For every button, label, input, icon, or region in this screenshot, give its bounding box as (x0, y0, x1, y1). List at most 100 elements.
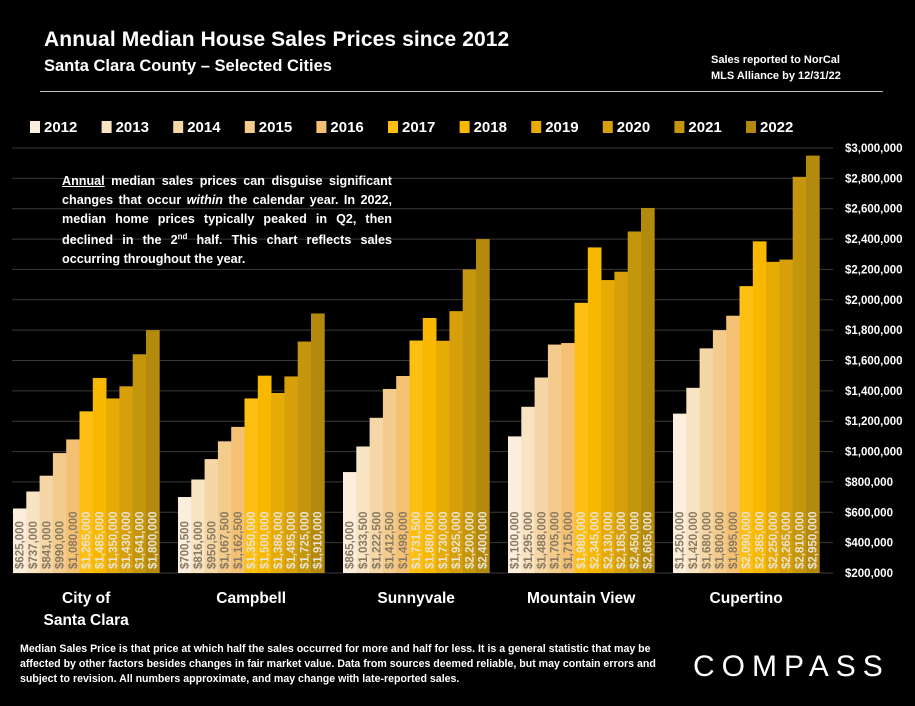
bar-value-label: $1,067,500 (220, 511, 232, 569)
bar-value-label: $2,400,000 (478, 511, 490, 569)
x-category-label: Sunnyvale (377, 590, 455, 607)
bar (547, 344, 562, 573)
bar (284, 376, 299, 573)
legend-swatch (388, 121, 398, 133)
annotation-note: Annual median sales prices can disguise … (62, 172, 392, 269)
bar-value-label: $865,000 (345, 521, 357, 569)
source-note-line-1: Sales reported to NorCal (711, 54, 840, 66)
bar-value-label: $1,880,000 (424, 511, 436, 569)
legend-label: 2012 (44, 119, 77, 136)
bar-chart: $200,000 $400,000 $600,000 $800,000 $1,000,0… (12, 119, 903, 629)
bar (686, 387, 700, 573)
y-tick-label: $3,000,000 (845, 143, 903, 155)
x-category-label: City of (62, 590, 111, 607)
bar (792, 176, 807, 573)
note-text-a: median sales prices can disguise signifi… (62, 174, 392, 207)
bar-value-label: $737,000 (28, 521, 40, 569)
bar (462, 269, 477, 573)
legend-label: 2015 (259, 119, 292, 136)
legend-swatch (531, 121, 542, 133)
bar (739, 286, 754, 573)
bar-value-label: $1,730,000 (438, 511, 450, 569)
bar (806, 155, 820, 573)
bar-value-label: $1,222,500 (371, 511, 383, 569)
bar-value-label: $1,500,000 (259, 511, 271, 569)
bar (561, 343, 575, 573)
bar-value-label: $1,488,000 (536, 511, 548, 569)
bar-value-label: $841,000 (41, 521, 53, 569)
y-tick-label: $1,200,000 (845, 416, 903, 428)
bar-value-label: $1,731,500 (411, 511, 423, 569)
bar (271, 392, 285, 573)
x-category-label: Santa Clara (44, 612, 130, 629)
y-tick-label: $1,800,000 (845, 325, 903, 337)
bar (92, 377, 107, 573)
legend-label: 2018 (474, 119, 507, 136)
bar (574, 302, 589, 573)
y-tick-label: $2,800,000 (845, 173, 903, 185)
bar-value-label: $2,265,000 (781, 511, 793, 569)
bar-value-label: $1,925,000 (451, 511, 463, 569)
bar-value-label: $1,033,500 (358, 511, 370, 569)
bar (244, 398, 259, 573)
y-tick-label: $2,400,000 (845, 234, 903, 246)
legend-swatch (746, 121, 756, 133)
note-emphasis: within (186, 192, 223, 207)
bar (521, 406, 535, 573)
y-tick-label: $800,000 (845, 477, 893, 489)
bar (673, 413, 687, 573)
bar (601, 280, 615, 573)
bar (587, 247, 602, 573)
bar-value-label: $816,000 (193, 521, 205, 569)
y-tick-label: $1,000,000 (845, 447, 903, 459)
bar-value-label: $1,485,000 (94, 511, 106, 569)
bar-value-label: $1,350,000 (246, 511, 258, 569)
bar-value-label: $1,498,000 (398, 511, 410, 569)
bar (343, 472, 357, 573)
legend-label: 2016 (330, 119, 363, 136)
legend-label: 2022 (760, 119, 793, 136)
bar (508, 436, 522, 573)
footnote: Median Sales Price is that price at whic… (20, 643, 656, 686)
y-tick-label: $2,600,000 (845, 204, 903, 216)
bar (534, 377, 549, 573)
bar-value-label: $2,200,000 (464, 511, 476, 569)
y-tick-label: $600,000 (845, 507, 893, 519)
note-lead: Annual (62, 174, 105, 188)
bar (52, 453, 67, 573)
bar-value-label: $1,100,000 (510, 511, 522, 569)
bar (449, 311, 464, 573)
bar-value-label: $990,000 (55, 521, 67, 569)
bar-value-label: $1,250,000 (675, 511, 687, 569)
bar-value-label: $2,345,000 (589, 511, 601, 569)
bar (627, 231, 642, 573)
bar (766, 261, 780, 573)
bar-value-label: $1,265,000 (81, 511, 93, 569)
legend-swatch (30, 121, 40, 133)
y-tick-label: $200,000 (845, 568, 893, 580)
bar-value-label: $1,895,000 (728, 511, 740, 569)
bar-value-label: $1,420,000 (688, 511, 700, 569)
y-tick-label: $1,600,000 (845, 356, 903, 368)
bar (66, 439, 80, 573)
bar (13, 508, 27, 573)
legend-swatch (459, 121, 470, 133)
bar (779, 259, 794, 573)
legend-swatch (602, 121, 613, 133)
bar (119, 386, 134, 573)
bar-value-label: $1,910,000 (313, 511, 325, 569)
bar-value-label: $1,800,000 (148, 511, 160, 569)
bar (257, 375, 272, 573)
bar-value-label: $950,500 (206, 521, 218, 569)
bar-value-label: $1,680,000 (701, 511, 713, 569)
x-category-label: Cupertino (710, 590, 783, 607)
bar-value-label: $1,641,000 (134, 511, 146, 569)
bar (217, 441, 232, 573)
bar (231, 426, 245, 573)
source-note-line-2: MLS Alliance by 12/31/22 (711, 70, 841, 82)
legend-swatch (674, 121, 685, 133)
bar-value-label: $1,162,500 (233, 511, 245, 569)
bar (178, 497, 192, 573)
compass-logo: COMPASS (693, 650, 890, 683)
bar (382, 388, 397, 573)
